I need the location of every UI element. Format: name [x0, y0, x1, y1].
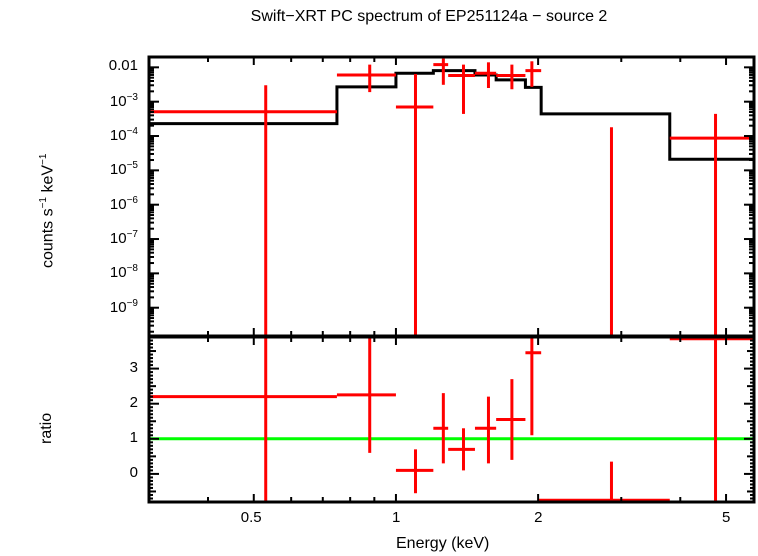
lower-y-axis-label: ratio [38, 412, 55, 444]
chart-title: Swift−XRT PC spectrum of EP251124a − sou… [250, 8, 608, 25]
lower-y-tick-label: 3 [129, 358, 138, 376]
x-tick-label: 2 [534, 509, 543, 526]
lower-y-tick-label: 0 [129, 463, 138, 481]
upper-y-tick-label: 10−5 [109, 160, 138, 179]
upper-y-tick-label: 10−8 [109, 263, 138, 282]
ylabel-text-unit: keV [39, 164, 57, 197]
upper-y-tick-label: 10−3 [109, 91, 138, 110]
upper-y-axis-label: counts s−1 keV−1 [38, 154, 57, 268]
upper-y-tick-label: 10−7 [109, 229, 138, 248]
x-tick-label: 5 [722, 509, 731, 526]
ylabel-sup-unit: −1 [38, 153, 49, 165]
upper-y-tick-label: 10−4 [109, 126, 138, 144]
upper-panel-frame [147, 55, 756, 338]
model-step-line [149, 69, 754, 161]
lower-panel-frame [147, 335, 756, 504]
x-tick-label: 1 [391, 509, 401, 526]
lower-y-tick-label: 2 [129, 393, 138, 411]
x-tick-label: 0.5 [240, 509, 262, 526]
lower-y-tick-label: 1 [129, 428, 138, 446]
x-axis-label: Energy (keV) [396, 535, 490, 552]
upper-y-tick-label: 10−6 [109, 194, 138, 213]
ylabel-text: counts s [39, 208, 57, 268]
ylabel-sup: −1 [38, 197, 49, 209]
upper-y-tick-label: 10−9 [109, 297, 138, 316]
upper-y-tick-label: 0.01 [108, 57, 138, 75]
